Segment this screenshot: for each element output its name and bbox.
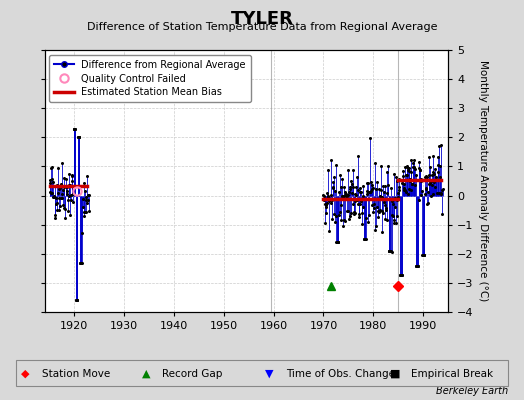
Text: Difference of Station Temperature Data from Regional Average: Difference of Station Temperature Data f… (87, 22, 437, 32)
Text: ▲: ▲ (141, 369, 150, 379)
Text: Berkeley Earth: Berkeley Earth (436, 386, 508, 396)
Legend: Difference from Regional Average, Quality Control Failed, Estimated Station Mean: Difference from Regional Average, Qualit… (49, 55, 251, 102)
Text: ▼: ▼ (265, 369, 273, 379)
Text: ■: ■ (390, 369, 401, 379)
Text: ◆: ◆ (21, 369, 29, 379)
Text: Station Move: Station Move (42, 369, 110, 379)
Text: Time of Obs. Change: Time of Obs. Change (286, 369, 395, 379)
Text: Record Gap: Record Gap (162, 369, 223, 379)
Text: Empirical Break: Empirical Break (411, 369, 494, 379)
Text: TYLER: TYLER (231, 10, 293, 28)
Y-axis label: Monthly Temperature Anomaly Difference (°C): Monthly Temperature Anomaly Difference (… (478, 60, 488, 302)
